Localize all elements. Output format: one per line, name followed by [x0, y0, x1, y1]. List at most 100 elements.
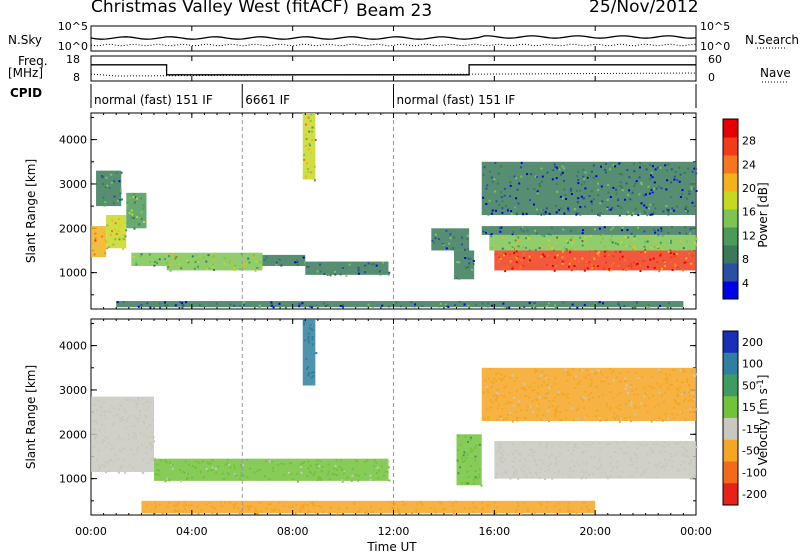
freq-line — [91, 64, 696, 76]
velocity-pixel — [606, 443, 609, 446]
power-pixel — [668, 302, 670, 305]
velocity-pixel — [499, 443, 502, 446]
velocity-pixel — [686, 455, 689, 457]
ytick-label: 3000 — [59, 178, 87, 191]
power-pixel — [666, 193, 669, 196]
velocity-pixel — [548, 455, 550, 458]
velocity-pixel — [604, 380, 606, 383]
power-pixel — [654, 231, 657, 234]
velocity-pixel — [657, 403, 660, 406]
power-pixel — [139, 217, 142, 220]
power-pixel — [505, 193, 508, 196]
power-pixel — [260, 264, 263, 267]
velocity-pixel — [625, 417, 628, 419]
velocity-pixel — [150, 458, 153, 461]
power-pixel — [591, 267, 594, 270]
power-pixel — [601, 237, 604, 240]
power-pixel — [468, 262, 471, 265]
velocity-pixel — [214, 507, 216, 510]
power-pixel — [374, 268, 377, 271]
velocity-pixel — [464, 506, 467, 509]
velocity-pixel — [692, 395, 695, 398]
power-pixel — [643, 204, 646, 207]
power-pixel — [600, 165, 602, 168]
velocity-pixel — [582, 399, 585, 402]
velocity-pixel — [558, 509, 561, 511]
power-pixel — [590, 170, 593, 173]
power-pixel — [607, 170, 609, 173]
velocity-pixel — [551, 405, 554, 408]
velocity-pixel — [397, 508, 399, 511]
power-pixel — [442, 243, 445, 246]
velocity-pixel — [376, 466, 379, 469]
velocity-pixel — [538, 477, 541, 480]
power-pixel — [516, 257, 518, 260]
velocity-pixel — [92, 445, 95, 448]
power-pixel — [94, 232, 97, 235]
velocity-pixel — [600, 464, 603, 467]
power-pixel — [617, 302, 620, 304]
velocity-pixel — [682, 370, 685, 373]
velocity-pixel — [581, 369, 584, 372]
power-pixel — [174, 304, 177, 307]
power-pixel — [569, 239, 572, 241]
power-pixel — [122, 237, 125, 240]
power-pixel — [467, 257, 470, 260]
velocity-pixel — [491, 401, 494, 404]
velocity-pixel — [624, 377, 627, 380]
velocity-pixel — [363, 460, 366, 463]
velocity-pixel — [671, 413, 674, 416]
velocity-colorbar-tick: -15 — [742, 423, 760, 436]
power-pixel — [309, 119, 312, 122]
power-pixel — [567, 207, 570, 210]
velocity-pixel — [659, 371, 662, 374]
power-pixel — [498, 256, 501, 259]
velocity-pixel — [255, 512, 258, 515]
velocity-pixel — [689, 462, 692, 465]
power-pixel — [131, 213, 134, 216]
power-pixel — [604, 254, 607, 257]
power-pixel — [633, 203, 636, 206]
velocity-pixel — [572, 368, 575, 371]
power-pixel — [597, 213, 599, 216]
power-pixel — [175, 255, 178, 258]
power-pixel — [625, 269, 628, 272]
power-pixel — [156, 262, 159, 265]
power-pixel — [212, 265, 215, 268]
velocity-pixel — [307, 341, 310, 344]
velocity-pixel — [313, 504, 316, 507]
velocity-pixel — [533, 460, 536, 463]
power-pixel — [584, 205, 587, 208]
power-colorbar-tick: 28 — [742, 135, 756, 148]
velocity-pixel — [695, 446, 698, 449]
power-pixel — [584, 236, 587, 238]
velocity-pixel — [550, 385, 553, 388]
velocity-colorbar-tick: 200 — [742, 336, 763, 349]
power-pixel — [565, 302, 568, 305]
velocity-pixel — [540, 374, 542, 377]
velocity-pixel — [513, 380, 516, 383]
velocity-pixel — [358, 511, 361, 514]
velocity-pixel — [106, 437, 109, 440]
power-pixel — [258, 261, 261, 264]
velocity-pixel — [566, 396, 569, 399]
velocity-pixel — [588, 443, 591, 446]
velocity-pixel — [523, 382, 526, 385]
power-pixel — [669, 196, 672, 199]
velocity-pixel — [528, 386, 531, 389]
velocity-pixel — [139, 409, 142, 412]
power-pixel — [106, 224, 109, 227]
power-pixel — [100, 235, 103, 238]
power-pixel — [602, 302, 604, 305]
velocity-pixel — [592, 473, 595, 476]
velocity-pixel — [215, 467, 217, 470]
velocity-pixel — [511, 453, 514, 456]
power-pixel — [515, 261, 518, 264]
velocity-colorbar-tick: -200 — [742, 488, 767, 501]
velocity-pixel — [509, 413, 512, 416]
velocity-pixel — [498, 442, 501, 445]
velocity-pixel — [588, 398, 591, 401]
power-pixel — [664, 265, 667, 268]
power-pixel — [499, 257, 502, 260]
power-pixel — [487, 305, 490, 308]
